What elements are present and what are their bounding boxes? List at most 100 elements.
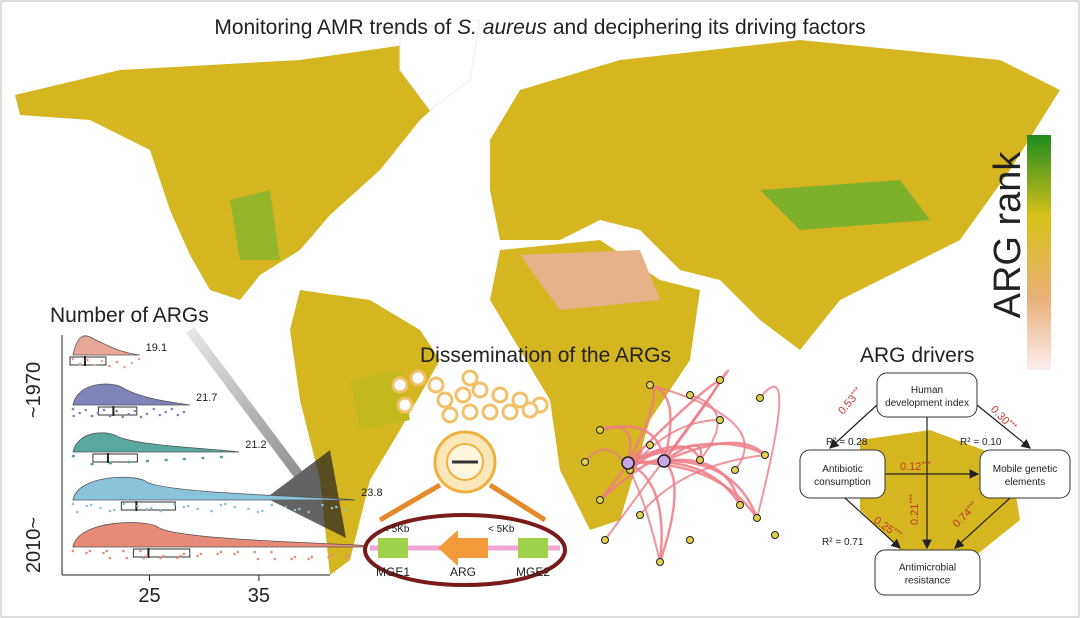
jitter-point: [170, 407, 174, 411]
jitter-point: [71, 357, 75, 361]
significance: ***: [908, 494, 917, 503]
jitter-point: [273, 557, 277, 561]
jitter-point: [293, 555, 297, 559]
driver-node: [799, 449, 886, 499]
jitter-point: [108, 556, 112, 560]
jitter-point: [152, 407, 156, 411]
jitter-point: [123, 365, 126, 369]
jitter-point: [196, 554, 199, 558]
density: [72, 432, 240, 453]
jitter-point: [75, 510, 79, 514]
panel-title: Number of ARGs: [50, 304, 209, 327]
jitter-point: [182, 505, 186, 509]
bubble: [409, 369, 427, 387]
density: [72, 476, 356, 501]
jitter-point: [270, 550, 273, 554]
gene-label: ARG: [450, 565, 476, 579]
jitter-point: [149, 506, 153, 510]
jitter-point: [72, 414, 75, 418]
jitter-point: [233, 505, 237, 509]
node-label: resistance: [905, 576, 951, 587]
bubble: [471, 381, 489, 399]
jitter-point: [347, 553, 351, 557]
jitter-point: [91, 462, 94, 466]
node-label: development index: [885, 398, 969, 409]
jitter-point: [199, 552, 203, 556]
density: [72, 383, 191, 406]
x-tick-label: 25: [138, 585, 160, 607]
significance: ***: [921, 460, 930, 469]
jitter-point: [173, 502, 176, 506]
jitter-point: [145, 412, 149, 416]
jitter-point: [247, 507, 250, 511]
jitter-point: [88, 549, 92, 553]
driver-node: [876, 372, 978, 418]
jitter-point: [109, 461, 113, 465]
jitter-point: [108, 414, 112, 418]
jitter-point: [121, 415, 125, 419]
network-node: [686, 391, 694, 399]
jitter-point: [164, 410, 168, 414]
density: [72, 335, 140, 356]
network-node: [686, 536, 694, 544]
jitter-point: [260, 509, 264, 513]
arg-count-panel: Number of ARGs ~1970 2010~ 25 35 19.1 21.7 2…: [23, 304, 416, 607]
title-text: Monitoring AMR trends of: [214, 16, 457, 39]
network-node: [753, 514, 761, 522]
jitter-point: [96, 411, 100, 415]
jitter-point: [307, 510, 311, 514]
bubble: [521, 401, 539, 419]
jitter-point: [133, 409, 137, 413]
driver-node: [874, 549, 981, 596]
jitter-point: [236, 550, 240, 554]
node-label: Mobile genetic: [993, 464, 1057, 475]
network-hub: [621, 456, 635, 470]
jitter-point: [176, 556, 179, 560]
jitter-point: [139, 549, 142, 553]
jitter-point: [130, 361, 134, 365]
path-coefficient: 0.21***: [908, 494, 921, 525]
r-squared: R² = 0.10: [960, 437, 1002, 448]
jitter-point: [122, 502, 126, 506]
jitter-point: [310, 555, 314, 559]
box: [69, 356, 107, 366]
jitter-point: [182, 552, 186, 556]
panel-title: ARG drivers: [860, 344, 974, 367]
density: [72, 522, 390, 548]
jitter-point: [220, 455, 224, 459]
jitter-point: [253, 550, 256, 554]
jitter-point: [201, 456, 205, 460]
jitter-point: [307, 557, 310, 561]
bubble: [441, 406, 459, 424]
jitter-point: [108, 509, 112, 513]
jitter-point: [127, 412, 131, 416]
r-squared: R² = 0.71: [822, 537, 864, 548]
network-node: [716, 416, 724, 424]
network-edge: [649, 384, 746, 471]
network-edge: [663, 441, 766, 463]
network-node: [716, 376, 724, 384]
jitter-point: [145, 507, 149, 511]
jitter-point: [158, 413, 162, 417]
r-squared: R² = 0.28: [826, 437, 868, 448]
path-arrows: [829, 404, 1031, 550]
jitter-point: [100, 359, 104, 363]
jitter-point: [334, 505, 338, 509]
jitter-point: [115, 360, 118, 364]
box: [92, 453, 138, 463]
gene-mge: [378, 538, 408, 558]
network-node: [596, 496, 604, 504]
panel-title: Dissemination of the ARGs: [420, 344, 671, 367]
node-label: Antimicrobial: [899, 563, 956, 574]
network-node: [731, 466, 739, 474]
dissemination-panel: Dissemination of the ARGs < 5Kb < 5Kb MG…: [363, 344, 781, 587]
jitter-point: [210, 509, 213, 513]
jitter-point: [321, 503, 324, 507]
period-label: ~1970: [23, 362, 45, 418]
period-label: 2010~: [23, 517, 45, 573]
bubble: [491, 386, 509, 404]
network-node: [656, 558, 664, 566]
jitter-point: [105, 549, 108, 553]
value-label: 21.2: [245, 439, 266, 451]
network-node: [736, 501, 744, 509]
